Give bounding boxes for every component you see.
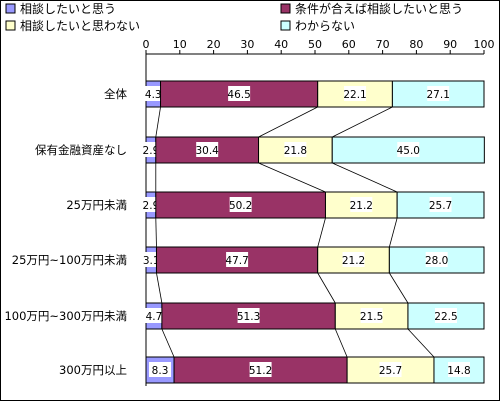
legend-swatch-3 (280, 20, 291, 31)
data-label-0-2: 22.1 (343, 89, 366, 101)
connector-line-4-1 (161, 328, 175, 358)
data-label-4-1: 51.3 (237, 311, 260, 323)
data-label-bg-1-1 (196, 142, 219, 157)
connector-line-2-1 (155, 217, 157, 248)
data-label-bg-0-3 (427, 86, 450, 101)
data-label-2-1: 50.2 (229, 200, 252, 212)
x-tick-label-8: 80 (409, 38, 423, 51)
data-label-3-0: 3.1 (143, 255, 160, 267)
connector-line-0-2 (258, 106, 318, 138)
connector-line-4-2 (334, 328, 348, 358)
data-label-bg-3-3 (425, 252, 448, 267)
connector-line-3-3 (389, 272, 409, 304)
data-label-bg-2-2 (350, 197, 373, 212)
data-label-4-0: 4.7 (146, 311, 163, 323)
bar-4-1 (161, 302, 336, 330)
legend-label-0: 相談したいと思う (20, 1, 116, 16)
data-label-2-2: 21.2 (350, 200, 373, 212)
category-label-0: 全体 (104, 87, 127, 101)
data-label-bg-4-2 (360, 308, 383, 323)
data-label-4-2: 21.5 (360, 311, 383, 323)
data-label-1-3: 45.0 (397, 145, 420, 157)
legend-swatch-2 (5, 20, 16, 31)
x-tick-label-3: 30 (240, 38, 254, 51)
data-label-1-1: 30.4 (195, 145, 219, 157)
data-label-2-3: 25.7 (429, 200, 452, 212)
data-label-1-2: 21.8 (284, 145, 307, 157)
data-label-bg-4-0 (142, 308, 165, 323)
bars: 4.3 46.5 22.1 27.1 2.9 30.4 21.8 45.0 2.9 50.2 21.… (139, 80, 485, 384)
data-label-bg-2-3 (429, 197, 452, 212)
data-label-5-2: 25.7 (379, 365, 402, 377)
connector-line-0-3 (332, 106, 393, 138)
data-label-4-3: 22.5 (434, 311, 457, 323)
legend-label-1: 条件が合えば相談したいと思う (295, 1, 463, 16)
data-label-2-0: 2.9 (143, 200, 160, 212)
category-label-4: 100万円~300万円未満 (4, 309, 127, 323)
x-tick-label-10: 100 (474, 38, 495, 51)
category-label-5: 300万円以上 (59, 363, 127, 377)
data-label-bg-5-3 (447, 362, 470, 377)
x-tick-label-5: 50 (308, 38, 322, 51)
data-label-0-3: 27.1 (427, 89, 450, 101)
data-label-5-1: 51.2 (249, 365, 272, 377)
connector-line-1-3 (332, 162, 398, 193)
data-label-bg-5-1 (249, 362, 272, 377)
data-label-bg-5-0 (149, 362, 172, 377)
category-label-1: 保有金融資産なし (35, 143, 127, 157)
x-tick-label-7: 70 (376, 38, 390, 51)
connector-line-2-3 (388, 217, 398, 248)
data-label-0-0: 4.3 (145, 89, 162, 101)
connector-line-2-2 (317, 217, 326, 248)
category-label-2: 25万円未満 (66, 198, 127, 212)
data-label-bg-2-1 (229, 197, 252, 212)
x-tick-label-2: 20 (207, 38, 221, 51)
connector-line-0-1 (155, 106, 161, 138)
data-label-bg-4-3 (434, 308, 457, 323)
x-axis: 0 10 20 30 40 50 60 70 80 90 100 (143, 38, 495, 386)
x-tick-label-9: 90 (443, 38, 457, 51)
x-tick-label-4: 40 (274, 38, 288, 51)
data-label-bg-5-2 (379, 362, 402, 377)
data-label-bg-0-1 (228, 86, 251, 101)
data-label-bg-1-2 (284, 142, 307, 157)
data-label-5-3: 14.8 (447, 365, 470, 377)
legend-swatch-0 (5, 3, 16, 14)
data-label-1-0: 2.9 (143, 145, 160, 157)
connector-line-3-2 (317, 272, 336, 304)
data-label-bg-1-3 (397, 142, 420, 157)
series-connector-lines (155, 106, 435, 358)
legend-label-2: 相談したいと思わない (20, 18, 140, 33)
x-tick-label-6: 60 (342, 38, 356, 51)
bar-1-1 (155, 136, 260, 164)
data-label-3-2: 21.2 (342, 255, 365, 267)
data-label-bg-0-2 (344, 86, 367, 101)
legend-swatch-1 (280, 3, 291, 14)
data-label-0-1: 46.5 (227, 89, 250, 101)
x-tick-label-1: 10 (173, 38, 187, 51)
data-label-3-1: 47.7 (225, 255, 248, 267)
data-label-bg-4-1 (237, 308, 260, 323)
data-label-bg-3-2 (342, 252, 365, 267)
connector-line-1-2 (258, 162, 326, 193)
data-label-5-0: 8.3 (152, 365, 169, 377)
connector-line-4-3 (407, 328, 435, 358)
data-label-3-3: 28.0 (425, 255, 448, 267)
x-tick-label-0: 0 (143, 38, 150, 51)
legend-label-3: わからない (295, 19, 355, 33)
data-label-bg-3-1 (226, 252, 249, 267)
category-label-3: 25万円~100万円未満 (12, 253, 127, 267)
data-label-bg-0-0 (142, 86, 165, 101)
connector-line-3-1 (156, 272, 163, 304)
